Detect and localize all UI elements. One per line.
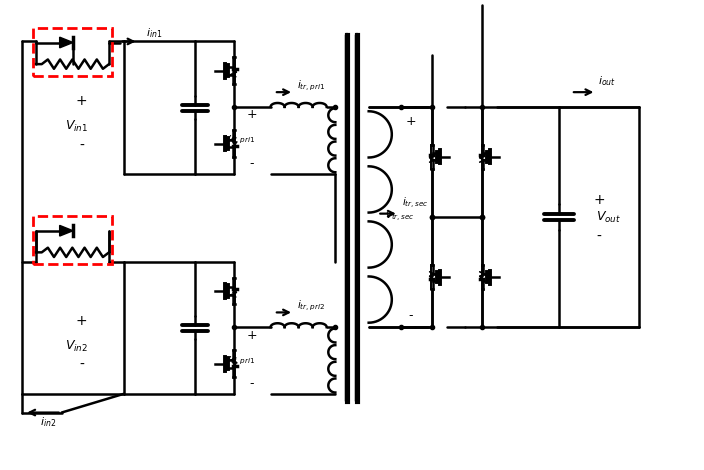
Polygon shape bbox=[232, 362, 237, 366]
Text: -: - bbox=[80, 358, 84, 371]
Text: $v_{tr,pri1}$: $v_{tr,pri1}$ bbox=[224, 354, 256, 367]
Text: -: - bbox=[408, 309, 413, 321]
Polygon shape bbox=[479, 155, 484, 158]
Text: -: - bbox=[596, 230, 601, 244]
Polygon shape bbox=[429, 276, 433, 279]
Polygon shape bbox=[60, 226, 73, 236]
Text: -: - bbox=[80, 139, 84, 153]
Polygon shape bbox=[232, 289, 237, 293]
Text: $V_{in1}$: $V_{in1}$ bbox=[65, 118, 89, 134]
Text: $v_{tr,pri1}$: $v_{tr,pri1}$ bbox=[224, 134, 256, 147]
Text: $i_{in1}$: $i_{in1}$ bbox=[146, 26, 162, 40]
Text: +: + bbox=[76, 94, 87, 108]
Text: $i_{in2}$: $i_{in2}$ bbox=[40, 415, 56, 429]
Text: $i_{out}$: $i_{out}$ bbox=[598, 75, 616, 88]
Text: +: + bbox=[246, 329, 257, 342]
Text: $i_{tr,pri1}$: $i_{tr,pri1}$ bbox=[296, 78, 325, 93]
Text: $v_{tr,sec}$: $v_{tr,sec}$ bbox=[385, 211, 415, 224]
Text: $V_{in2}$: $V_{in2}$ bbox=[65, 339, 89, 354]
Text: +: + bbox=[76, 314, 87, 328]
Text: $i_{tr,sec}$: $i_{tr,sec}$ bbox=[402, 196, 429, 211]
Text: +: + bbox=[593, 193, 605, 207]
Polygon shape bbox=[479, 276, 484, 279]
Text: +: + bbox=[406, 115, 416, 128]
Text: $i_{tr,pri2}$: $i_{tr,pri2}$ bbox=[296, 298, 325, 313]
Polygon shape bbox=[60, 37, 73, 48]
Polygon shape bbox=[429, 155, 433, 158]
Text: -: - bbox=[250, 377, 254, 391]
Polygon shape bbox=[232, 69, 237, 72]
Text: -: - bbox=[250, 157, 254, 170]
Text: +: + bbox=[246, 109, 257, 121]
Text: $V_{out}$: $V_{out}$ bbox=[596, 210, 622, 225]
Polygon shape bbox=[232, 142, 237, 146]
